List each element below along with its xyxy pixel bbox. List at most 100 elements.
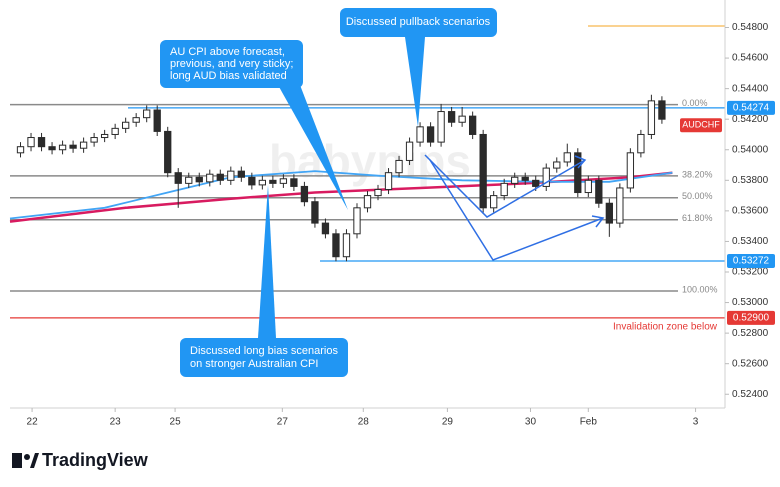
candle-body [311,201,319,224]
price-tag [727,310,775,325]
callout-box [340,8,497,37]
candle-body [206,173,214,183]
brand-name: TradingView [42,450,149,470]
y-tick-label: 0.53800 [732,175,769,186]
plot-area: babypips0.00%38.20%50.00%61.80%100.00%AU… [9,25,725,332]
y-tick-label: 0.54600 [732,53,769,64]
candle-body [279,178,288,184]
candle-body [290,178,298,187]
candle-body [458,115,466,123]
candle-body [164,130,172,174]
arrow [429,159,604,261]
candle-body [468,115,477,135]
fib-label: 38.20% [682,169,713,179]
candle-body [490,195,498,209]
callout-pointer [405,37,425,127]
candle-body [574,152,582,194]
candle-body [342,233,351,258]
candle-body [111,127,119,135]
callout-pointer [258,185,276,338]
candle-body [447,111,456,123]
candle-body [16,146,25,154]
candle-body [374,188,382,197]
candle-body [58,144,67,151]
price-tag [727,100,775,115]
candle-body [143,109,151,119]
candle-body [48,146,56,151]
callout-text: Discussed pullback scenarios [346,16,491,28]
candle-body [258,179,267,186]
candle-body [69,144,77,149]
candle-body [416,126,424,143]
candle-body [216,173,224,181]
candle-body [542,167,550,187]
brand: TradingView [12,450,149,470]
price-tag-label: 0.54274 [733,103,770,114]
candle-body [405,141,414,161]
y-tick-label: 0.54000 [732,144,769,155]
candle-body [521,176,529,181]
y-tick-label: 0.53400 [732,236,769,247]
candle-body [153,109,161,132]
x-tick-label: 22 [27,417,39,428]
candle-body [553,161,561,169]
candle-body [363,195,372,209]
y-tick-label: 0.53200 [732,267,769,278]
candle-body [426,126,435,143]
callout-pointer [278,85,348,210]
arrow-head [574,155,587,169]
x-tick-label: 23 [110,417,122,428]
y-tick-label: 0.52600 [732,358,769,369]
candle-body [626,152,635,189]
moving-average [9,171,673,223]
candle-body [122,121,130,129]
candle-body [500,182,508,197]
y-tick-label: 0.54200 [732,114,769,125]
candle-body [79,141,88,149]
candle-body [395,159,403,174]
price-tag [727,253,775,268]
candle-body [353,207,361,235]
candle-body [437,111,445,143]
candle-body [616,187,624,224]
callout-text: long AUD bias validated [170,70,287,82]
x-tick-label: 25 [170,417,182,428]
candle-body [269,179,277,184]
x-tick-label: 30 [525,417,537,428]
candle-body [248,176,256,186]
candle-body [584,179,592,194]
callout-text: previous, and very sticky; [170,58,294,70]
candle-body [332,233,340,258]
price-tag-label: 0.53272 [733,256,770,267]
candle-body [321,222,330,235]
x-tick-label: Feb [580,417,598,428]
x-tick-label: 27 [277,417,289,428]
candle-body [595,179,603,204]
y-tick-label: 0.53000 [732,297,769,308]
candle-body [563,152,571,163]
candle-body [174,172,182,184]
brand-logo [24,454,30,460]
x-tick-label: 3 [693,417,699,428]
callout-text: on stronger Australian CPI [190,358,318,370]
y-tick-label: 0.52800 [732,328,769,339]
callout-text: AU CPI above forecast, [170,46,285,58]
arrow [424,154,586,218]
x-tick-label: 29 [442,417,454,428]
candle-body [605,202,613,224]
fib-label: 61.80% [682,213,713,223]
fib-label: 100.00% [682,284,718,294]
callout-box [180,338,348,377]
arrow-head [591,215,605,228]
x-tick-label: 28 [358,417,370,428]
candle-body [511,176,519,184]
callout-box [160,40,303,88]
candle-body [658,100,666,120]
candle-body [479,133,487,209]
symbol-tag [680,118,722,133]
candle-body [532,179,540,187]
fib-label: 50.00% [682,191,713,201]
brand-logo [30,453,39,468]
candle-body [300,185,309,203]
callouts: Discussed pullback scenarios AU CPI abov… [160,8,497,377]
